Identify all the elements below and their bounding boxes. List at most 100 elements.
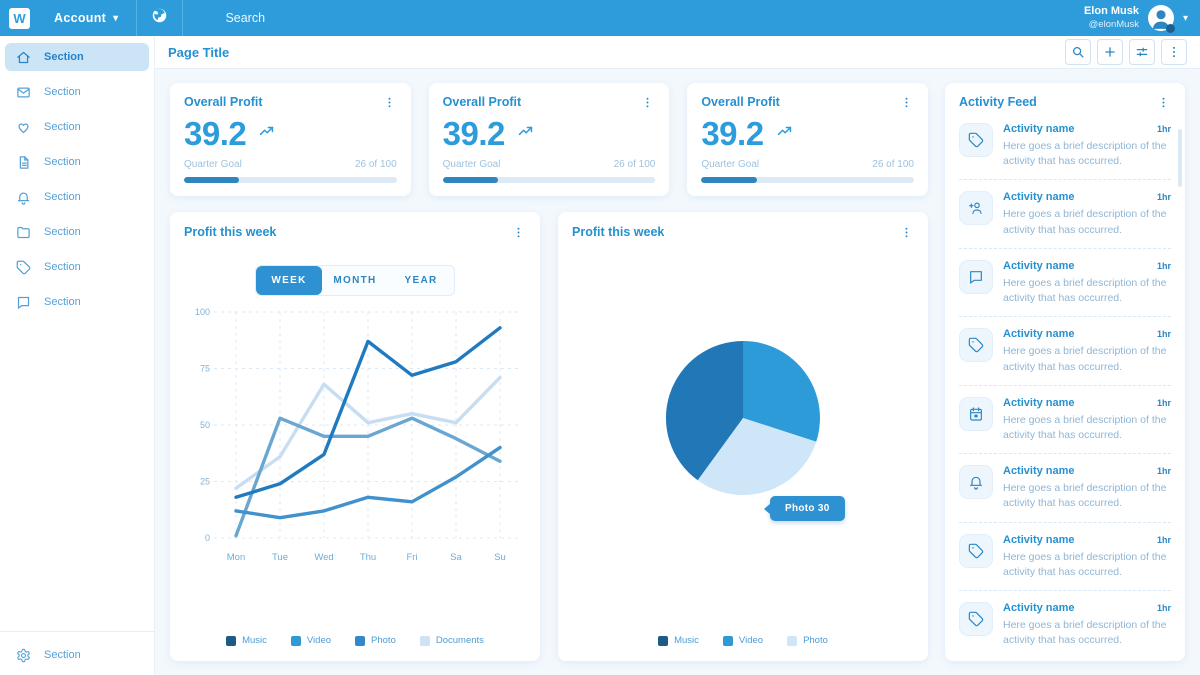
activity-item-0[interactable]: Activity name 1hr Here goes a brief descri… <box>959 112 1171 181</box>
activity-item-6[interactable]: Activity name 1hr Here goes a brief descri… <box>959 523 1171 592</box>
line-chart: 0 25 50 75 100 Mon Tue Wed Thu Fri Sa Su <box>184 296 526 575</box>
search-button[interactable] <box>1065 39 1091 65</box>
line-chart-title: Profit this week <box>184 225 277 239</box>
chevron-down-icon[interactable]: ▾ <box>1182 12 1188 24</box>
tag-icon <box>959 533 993 568</box>
activity-item-4[interactable]: Activity name 1hr Here goes a brief descri… <box>959 386 1171 455</box>
home-icon <box>16 50 31 65</box>
kebab-menu-icon[interactable] <box>899 95 914 110</box>
activity-item-3[interactable]: Activity name 1hr Here goes a brief descri… <box>959 317 1171 386</box>
pie-tooltip: Photo 30 <box>770 496 845 521</box>
legend-swatch <box>419 635 430 646</box>
sidebar-footer: Section <box>0 631 154 675</box>
activity-time: 1hr <box>1156 397 1171 408</box>
pie-chart: Photo 30 <box>572 240 914 635</box>
activity-body: Activity name 1hr Here goes a brief descri… <box>1003 465 1171 511</box>
kebab-menu-icon[interactable] <box>511 225 526 240</box>
sidebar-item-4[interactable]: Section <box>5 183 149 211</box>
activity-feed-title: Activity Feed <box>959 95 1037 109</box>
person-icon <box>1152 10 1170 29</box>
sidebar-item-label: Section <box>44 51 84 63</box>
activity-description: Here goes a brief description of the act… <box>1003 482 1167 510</box>
globe-button[interactable] <box>137 0 182 36</box>
sidebar: Section Section Section Section Section Secti… <box>0 36 155 675</box>
tab-month[interactable]: MONTH <box>333 275 377 286</box>
sidebar-item-label: Section <box>44 156 81 168</box>
activity-time: 1hr <box>1156 534 1171 545</box>
page-title: Page Title <box>168 44 230 60</box>
stat-card-2: Overall Profit 39.2 Quarter Goal 26 of 100 <box>687 83 928 196</box>
activity-body: Activity name 1hr Here goes a brief descri… <box>1003 328 1171 374</box>
tab-year[interactable]: YEAR <box>404 275 438 286</box>
line-chart-card: Profit this week WEEK MONTH YEAR 0 25 50 75 10… <box>170 212 540 661</box>
sidebar-item-label: Section <box>44 121 81 133</box>
pie-chart-legend: Music Video Photo <box>572 635 914 651</box>
activity-item-7[interactable]: Activity name 1hr Here goes a brief descri… <box>959 591 1171 658</box>
account-menu[interactable]: Account ▾ <box>30 0 136 36</box>
kebab-menu-icon[interactable] <box>899 225 914 240</box>
user-info[interactable]: Elon Musk @elonMusk <box>1084 5 1139 31</box>
mail-icon <box>16 85 31 100</box>
kebab-menu-icon[interactable] <box>1156 95 1171 110</box>
heart-icon <box>16 120 31 135</box>
chat-icon <box>959 259 993 294</box>
sidebar-item-1[interactable]: Section <box>5 78 149 106</box>
filter-button[interactable] <box>1129 39 1155 65</box>
sidebar-item-3[interactable]: Section <box>5 148 149 176</box>
sidebar-item-0[interactable]: Section <box>5 43 149 71</box>
activity-description: Here goes a brief description of the act… <box>1003 550 1167 578</box>
activity-item-5[interactable]: Activity name 1hr Here goes a brief descri… <box>959 454 1171 523</box>
svg-text:Wed: Wed <box>314 552 333 563</box>
charts-row: Profit this week WEEK MONTH YEAR 0 25 50 75 10… <box>170 212 928 661</box>
sidebar-item-label: Section <box>44 86 81 98</box>
user-plus-icon <box>959 191 993 226</box>
more-button[interactable] <box>1161 39 1187 65</box>
app-shell: Section Section Section Section Section Secti… <box>0 36 1200 675</box>
legend-label: Documents <box>435 635 484 646</box>
stat-card-title: Overall Profit <box>442 95 522 109</box>
legend-label: Music <box>242 635 267 646</box>
activity-name: Activity name <box>1003 259 1075 272</box>
tab-week[interactable]: WEEK <box>256 266 322 295</box>
svg-text:Su: Su <box>494 552 506 563</box>
user-name: Elon Musk <box>1083 5 1139 18</box>
app-logo[interactable]: W <box>9 7 30 29</box>
kebab-menu-icon <box>1173 46 1175 58</box>
sidebar-item-6[interactable]: Section <box>5 253 149 281</box>
stat-card-title: Overall Profit <box>184 95 263 109</box>
activity-body: Activity name 1hr Here goes a brief descri… <box>1003 534 1171 580</box>
legend-item-photo: Photo <box>355 635 396 646</box>
sidebar-item-2[interactable]: Section <box>5 113 149 141</box>
page-header: Page Title <box>155 36 1200 69</box>
activity-time: 1hr <box>1156 466 1171 477</box>
activity-name: Activity name <box>1003 123 1075 135</box>
activity-body: Activity name 1hr Here goes a brief descri… <box>1003 191 1171 237</box>
sidebar-item-5[interactable]: Section <box>5 218 149 246</box>
progress-bar-fill <box>442 177 498 183</box>
avatar[interactable] <box>1147 5 1175 33</box>
svg-text:Tue: Tue <box>272 552 288 563</box>
sidebar-item-label: Section <box>44 226 81 238</box>
main-area: Page Title <box>155 36 1200 675</box>
kebab-menu-icon[interactable] <box>382 95 397 110</box>
file-icon <box>16 155 31 170</box>
tag-icon <box>16 260 31 275</box>
progress-bar <box>701 177 914 183</box>
activity-name: Activity name <box>1003 533 1075 546</box>
activity-description: Here goes a brief description of the act… <box>1003 413 1167 441</box>
legend-swatch <box>722 635 733 646</box>
sidebar-item-7[interactable]: Section <box>5 288 149 316</box>
globe-icon <box>151 7 168 29</box>
sidebar-item-settings[interactable]: Section <box>5 639 149 671</box>
activity-item-1[interactable]: Activity name 1hr Here goes a brief descri… <box>959 180 1171 249</box>
kebab-menu-icon[interactable] <box>640 95 655 110</box>
add-button[interactable] <box>1097 39 1123 65</box>
chat-icon <box>16 295 31 310</box>
stat-value: 39.2 <box>184 114 247 152</box>
search-input[interactable] <box>225 11 546 25</box>
activity-body: Activity name 1hr Here goes a brief descri… <box>1003 260 1171 306</box>
activity-item-2[interactable]: Activity name 1hr Here goes a brief descri… <box>959 249 1171 318</box>
pie-chart-svg <box>665 341 820 496</box>
scrollbar-thumb[interactable] <box>1178 129 1182 187</box>
svg-text:Fri: Fri <box>406 552 417 563</box>
